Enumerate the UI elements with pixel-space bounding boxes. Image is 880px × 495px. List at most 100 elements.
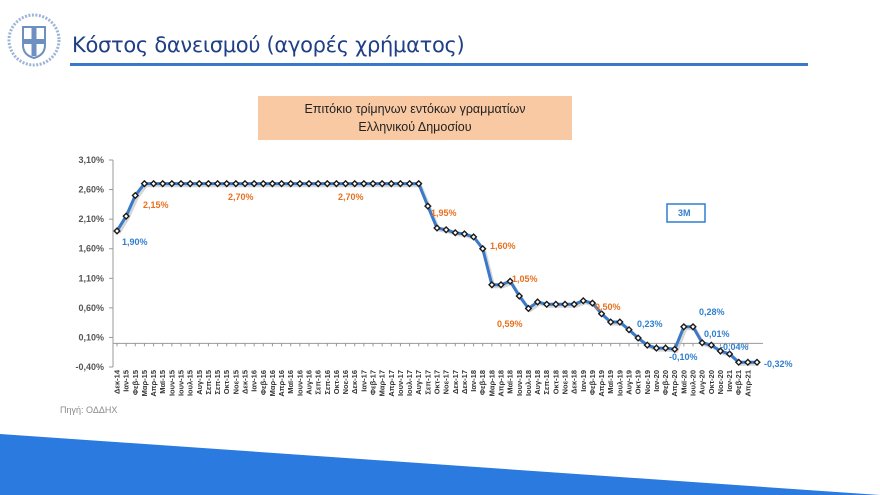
x-tick-label: Απρ-15 xyxy=(149,370,158,397)
data-point xyxy=(122,212,130,220)
x-tick-label: Ιαν-15 xyxy=(122,370,131,392)
x-tick-label: Φεβ-15 xyxy=(131,370,140,395)
data-point xyxy=(460,230,469,238)
x-tick-label: Μαρ-16 xyxy=(268,370,277,396)
x-tick-label: Μαρ-17 xyxy=(378,370,387,396)
data-point xyxy=(588,299,597,307)
data-point xyxy=(689,322,697,331)
data-point xyxy=(670,345,679,354)
data-point xyxy=(177,179,185,188)
x-tick-label: Νοε-15 xyxy=(231,370,240,394)
data-point xyxy=(323,179,332,188)
data-point xyxy=(222,179,231,188)
data-point xyxy=(158,179,167,188)
data-point xyxy=(241,179,249,188)
x-tick-label: Νοε-18 xyxy=(561,370,570,394)
y-tick-label: 3,10% xyxy=(78,155,104,165)
x-tick-label: Νοε-17 xyxy=(442,370,451,394)
data-point xyxy=(680,322,688,331)
data-point xyxy=(405,179,414,188)
chart-title: Επιτόκιο τρίμηνων εντόκων γραμματίων Ελλ… xyxy=(258,96,572,140)
data-point xyxy=(286,179,295,188)
x-tick-label: Μαϊ-20 xyxy=(679,370,688,394)
data-point xyxy=(149,179,158,188)
x-tick-label: Οκτ-15 xyxy=(222,370,231,394)
data-point xyxy=(305,179,313,188)
data-label: 1,95% xyxy=(431,208,457,218)
data-point xyxy=(616,318,624,326)
x-tick-label: Ιουλ-15 xyxy=(186,370,195,396)
y-tick-label: 0,10% xyxy=(78,332,104,342)
y-tick-label: -0,40% xyxy=(75,362,104,372)
x-tick-label: Οκτ-19 xyxy=(634,370,643,394)
data-point xyxy=(314,179,322,188)
data-label: 2,15% xyxy=(143,200,169,210)
data-point xyxy=(204,179,213,188)
data-point xyxy=(716,347,725,355)
data-point xyxy=(506,277,514,286)
data-point xyxy=(652,344,661,352)
y-tick-label: 0,60% xyxy=(78,303,104,313)
x-tick-label: Φεβ-18 xyxy=(478,370,487,395)
x-tick-label: Νοε-19 xyxy=(643,370,652,394)
data-label: 1,60% xyxy=(490,241,516,251)
data-point xyxy=(259,179,268,188)
x-tick-label: Φεβ-19 xyxy=(588,370,597,395)
chart-title-line-2: Ελληνικού Δημοσίου xyxy=(358,120,472,134)
x-tick-label: Οκτ-18 xyxy=(551,370,560,394)
y-tick-label: 1,10% xyxy=(78,273,104,283)
x-tick-label: Δεκ-17 xyxy=(460,370,469,394)
data-point xyxy=(744,358,752,367)
x-tick-label: Αυγ-16 xyxy=(305,370,314,395)
x-tick-label: Μαϊ-15 xyxy=(158,370,167,394)
bottom-blue-band xyxy=(0,434,880,495)
data-point xyxy=(414,179,423,188)
x-tick-label: Μαϊ-19 xyxy=(606,370,615,394)
data-label: 0,50% xyxy=(595,302,621,312)
x-tick-label: Νοε-20 xyxy=(716,370,725,394)
data-point xyxy=(131,191,140,200)
data-point xyxy=(369,179,377,188)
x-tick-label: Νοε-16 xyxy=(341,370,350,394)
data-point xyxy=(378,179,386,188)
data-point xyxy=(250,179,258,188)
x-tick-label: Δεκ-17 xyxy=(451,370,460,394)
data-point xyxy=(542,300,551,309)
data-point xyxy=(387,179,396,188)
x-tick-label: Μαρ-18 xyxy=(487,370,496,396)
greek-emblem-logo xyxy=(7,13,61,67)
data-point xyxy=(433,224,441,232)
data-label: -0,10% xyxy=(669,352,698,362)
page-title: Κόστος δανεισμού (αγορές χρήματος) xyxy=(72,33,465,57)
data-label: 0,23% xyxy=(637,319,663,329)
x-tick-label: Οκτ-20 xyxy=(707,370,716,394)
x-tick-label: Απρ-18 xyxy=(497,370,506,397)
x-tick-label: Μαρ-15 xyxy=(140,370,149,396)
x-tick-label: Σεπ-17 xyxy=(423,370,432,395)
x-tick-label: Ιαν-20 xyxy=(652,370,661,392)
x-tick-label: Σεπ-15 xyxy=(213,370,222,395)
data-label: 1,90% xyxy=(122,237,148,247)
title-underline xyxy=(70,63,808,66)
x-tick-label: Δεκ-16 xyxy=(350,370,359,394)
x-tick-label: Ιαν-16 xyxy=(250,370,259,392)
data-point xyxy=(515,292,524,300)
x-tick-label: Απρ-19 xyxy=(597,370,606,397)
data-point xyxy=(597,309,606,318)
data-point xyxy=(524,304,533,313)
data-point xyxy=(113,227,121,235)
legend: 3M xyxy=(666,203,706,223)
data-point xyxy=(469,233,478,241)
x-tick-label: Ιαν-17 xyxy=(359,370,368,392)
data-point xyxy=(488,281,496,289)
data-point xyxy=(734,358,743,367)
data-point xyxy=(698,338,706,347)
x-tick-label: Δεκ-15 xyxy=(241,370,250,394)
x-tick-label: Ιουν-17 xyxy=(396,370,405,396)
data-label: 0,01% xyxy=(704,329,730,339)
chart-title-line-1: Επιτόκιο τρίμηνων εντόκων γραμματίων xyxy=(304,102,526,116)
data-point xyxy=(707,341,716,349)
data-point xyxy=(442,225,450,234)
y-tick-label: 2,10% xyxy=(78,214,104,224)
